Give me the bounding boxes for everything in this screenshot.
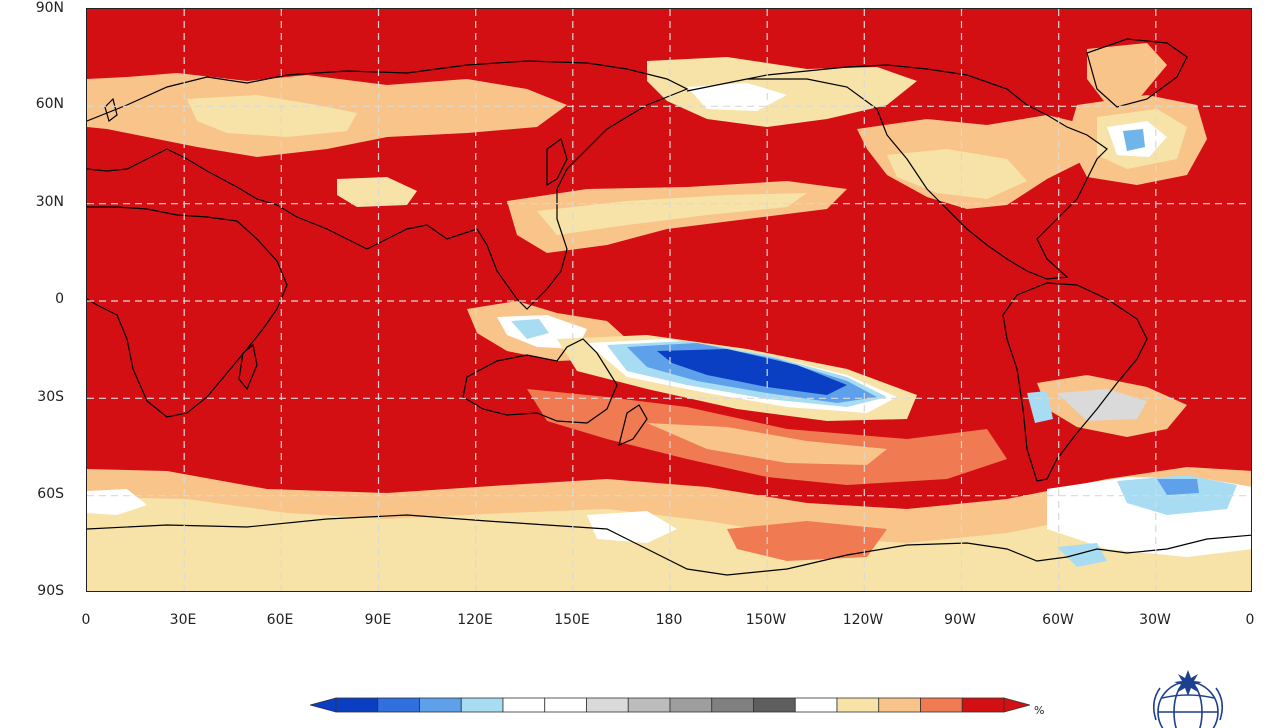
colorbar-segment: [335, 697, 379, 713]
lon-label-0-end: 0: [1245, 612, 1255, 628]
patch-ross-white: [587, 511, 677, 543]
colorbar-segment: [544, 697, 587, 713]
colorbar-segment: [794, 697, 838, 713]
patch-canada-pale: [887, 149, 1027, 199]
colorbar-segment: [502, 697, 546, 713]
colorbar-segment: [753, 697, 796, 713]
lon-label-120e: 120E: [457, 612, 493, 628]
colorbar-segment: [920, 697, 963, 713]
lon-label-30e: 30E: [169, 612, 197, 628]
colorbar-segment: [836, 697, 880, 713]
lat-label-60n: 60N: [35, 96, 64, 112]
colorbar-segment: [878, 697, 921, 713]
colorbar-segment: [586, 697, 629, 713]
colorbar-segment: [961, 697, 1005, 713]
colorbar-segment: [711, 697, 754, 713]
colorbar-segment: [460, 697, 504, 713]
lat-label-60s: 60S: [37, 486, 64, 502]
anomaly-map: [87, 9, 1251, 591]
coastlines: [87, 38, 1251, 576]
lon-label-150e: 150E: [554, 612, 590, 628]
colorbar-min-arrow: [310, 697, 337, 713]
colorbar: [310, 697, 1030, 713]
lon-label-180: 180: [655, 612, 683, 628]
lon-label-90w: 90W: [944, 612, 976, 628]
lat-label-90n: 90N: [35, 0, 64, 16]
lat-label-eq: 0: [55, 291, 64, 307]
patch-indonesia-cyan: [511, 319, 549, 339]
patch-bering-inner: [687, 83, 787, 111]
colorbar-segment: [419, 697, 462, 713]
lon-label-120w: 120W: [842, 612, 884, 628]
colorbar-segment: [377, 697, 420, 713]
lon-label-30w: 30W: [1139, 612, 1171, 628]
patch-southern-blue-right: [1157, 479, 1199, 495]
lat-label-30s: 30S: [37, 389, 64, 405]
patch-eurasia-pale: [187, 95, 357, 137]
patch-weddell-cyan: [1057, 543, 1107, 567]
lon-label-60e: 60E: [266, 612, 294, 628]
patch-sa-pale: [1057, 389, 1147, 421]
lon-label-150w: 150W: [745, 612, 787, 628]
colorbar-segment: [627, 697, 671, 713]
patch-spac-core: [657, 349, 847, 395]
wmo-emblem-icon: [1152, 670, 1224, 728]
lon-label-60w: 60W: [1042, 612, 1074, 628]
gridlines: [87, 9, 1251, 591]
lon-label-90e: 90E: [364, 612, 392, 628]
patch-southern-cyan-right: [1117, 475, 1237, 515]
colorbar-unit: %: [1034, 704, 1045, 717]
lon-label-0: 0: [81, 612, 91, 628]
patch-central-asia: [337, 177, 417, 207]
patch-atlantic-blue: [1123, 129, 1145, 151]
lat-label-30n: 30N: [35, 194, 64, 210]
colorbar-max-arrow: [1003, 697, 1030, 713]
map-frame: [86, 8, 1252, 592]
patch-bering: [647, 57, 917, 127]
anomaly-patches: [87, 43, 1251, 591]
patch-sa-blue: [1027, 391, 1053, 423]
patch-greenland: [1087, 43, 1167, 105]
lat-label-90s: 90S: [37, 583, 64, 599]
colorbar-segment: [669, 697, 713, 713]
